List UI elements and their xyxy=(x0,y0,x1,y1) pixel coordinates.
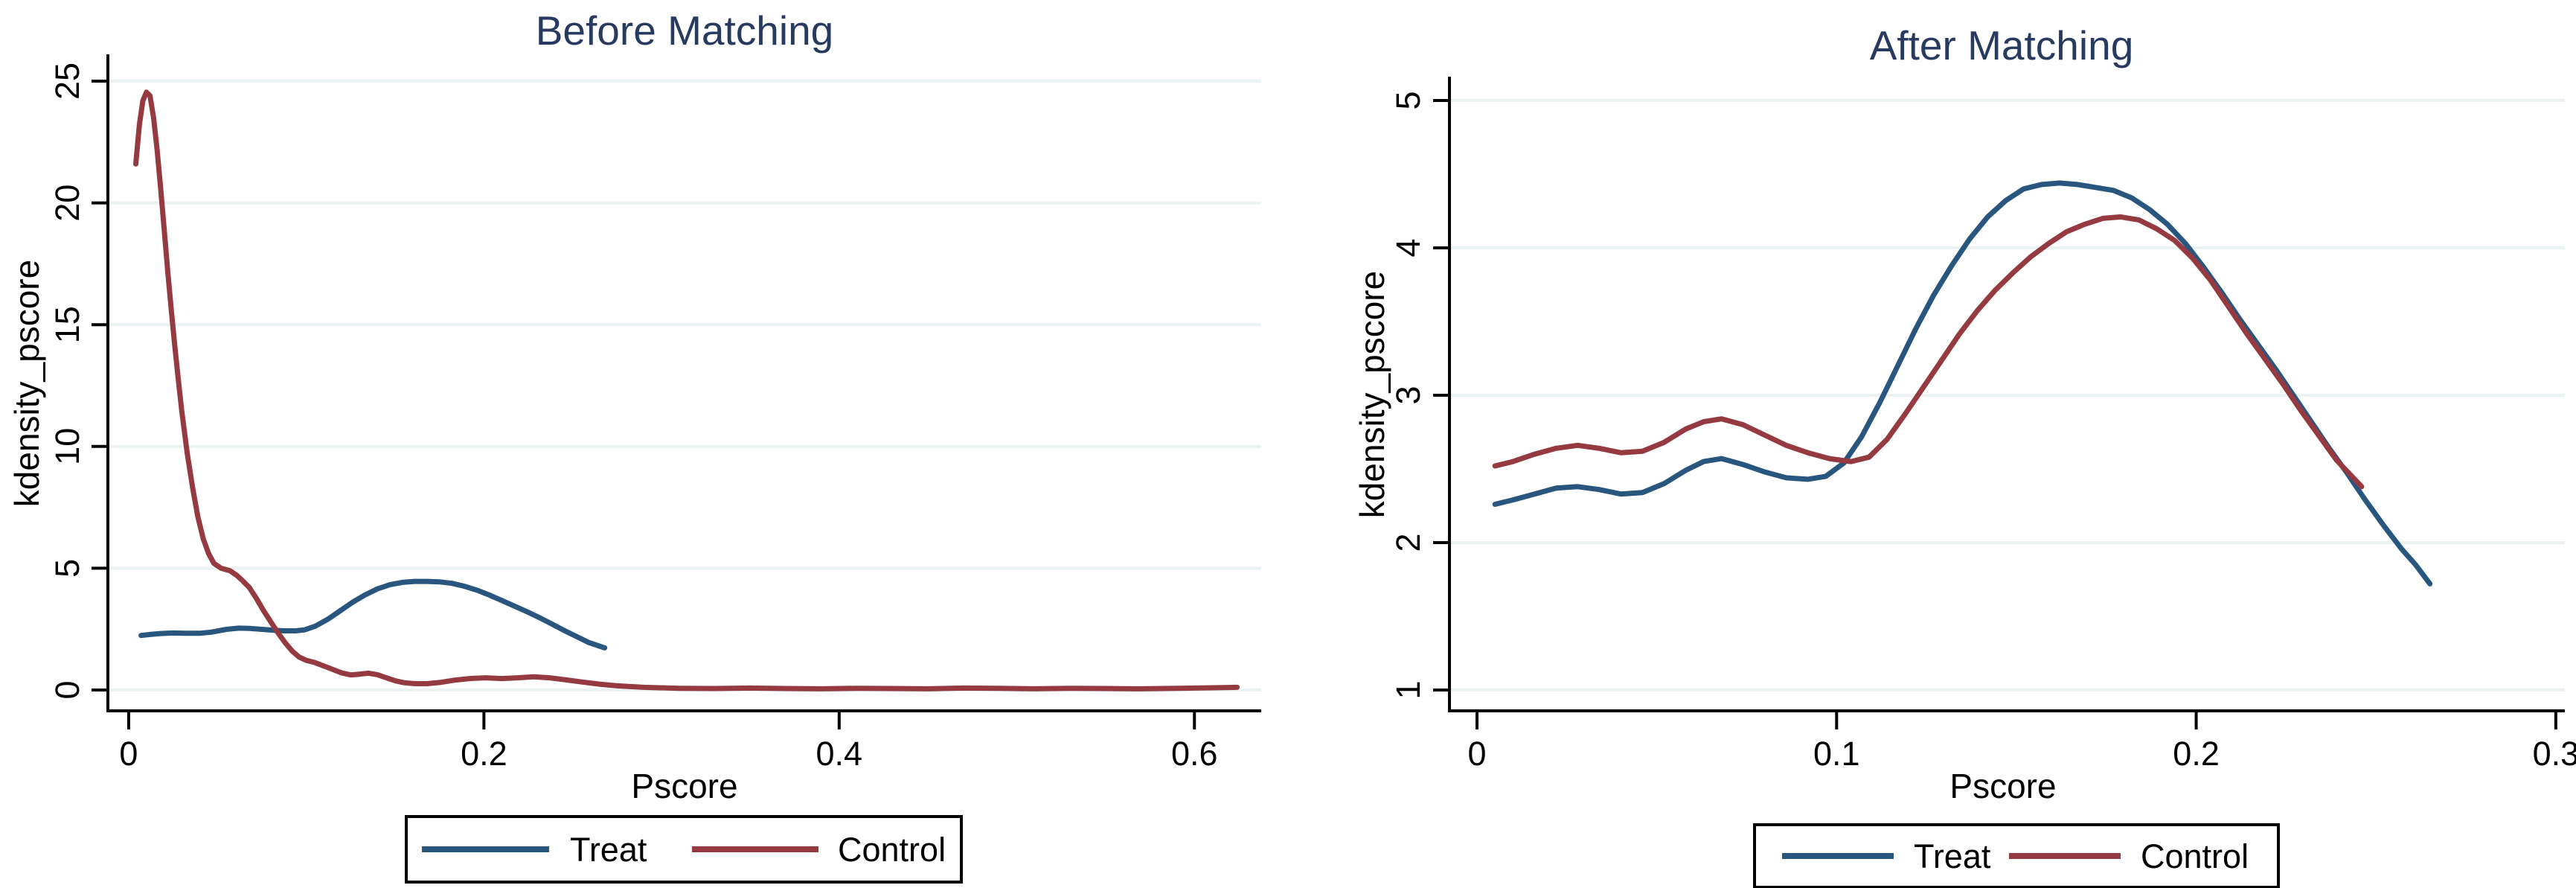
y-tick-label: 5 xyxy=(1389,91,1427,109)
x-tick-label: 0.2 xyxy=(2173,735,2220,773)
legend-box xyxy=(405,815,963,884)
x-tick-label: 0.1 xyxy=(1813,735,1860,773)
x-tick-label: 0.2 xyxy=(461,735,507,773)
plot-area-after: 1 2 3 4 5 0 0.1 0.2 0.3 xyxy=(1389,77,2576,773)
y-axis-label: kdensity_pscore xyxy=(1353,271,1391,518)
treat-line xyxy=(1492,180,2433,587)
treat-line xyxy=(138,578,608,651)
y-tick-label: 4 xyxy=(1389,238,1427,257)
y-tick-label: 15 xyxy=(48,306,86,343)
chart-before-matching: 0 5 10 15 20 25 0 0.2 0.4 0.6 Before Matching Psc… xyxy=(7,7,1261,884)
legend: Treat Control xyxy=(405,815,963,884)
chart-title: Before Matching xyxy=(536,7,834,54)
chart-after-matching: 1 2 3 4 5 0 0.1 0.2 0.3 After Matching Pscore kd… xyxy=(1353,22,2576,888)
legend-treat-label: Treat xyxy=(570,831,647,869)
x-tick-label: 0 xyxy=(119,735,138,773)
x-tick-label: 0.4 xyxy=(816,735,863,773)
legend-control-label: Control xyxy=(2141,837,2249,875)
x-tick-label: 0 xyxy=(1468,735,1487,773)
legend: Treat Control xyxy=(1753,823,2280,888)
y-tick-label: 5 xyxy=(48,559,86,578)
x-axis-label: Pscore xyxy=(1949,767,2056,805)
y-tick-label: 2 xyxy=(1389,533,1427,552)
y-tick-label: 20 xyxy=(48,185,86,222)
y-tick-label: 10 xyxy=(48,428,86,465)
legend-treat-label: Treat xyxy=(1914,837,1991,875)
y-tick-label: 25 xyxy=(48,63,86,100)
y-tick-label: 1 xyxy=(1389,680,1427,699)
x-tick-label: 0.6 xyxy=(1171,735,1218,773)
legend-control-label: Control xyxy=(838,831,946,869)
y-tick-label: 3 xyxy=(1389,386,1427,404)
y-tick-label: 0 xyxy=(48,680,86,699)
control-line xyxy=(133,89,1240,691)
plot-area-before: 0 5 10 15 20 25 0 0.2 0.4 0.6 xyxy=(48,54,1261,773)
chart-title: After Matching xyxy=(1870,22,2134,68)
control-line xyxy=(1492,214,2365,490)
x-tick-label: 0.3 xyxy=(2533,735,2576,773)
x-axis-label: Pscore xyxy=(631,767,737,805)
y-axis-label: kdensity_pscore xyxy=(7,260,46,507)
